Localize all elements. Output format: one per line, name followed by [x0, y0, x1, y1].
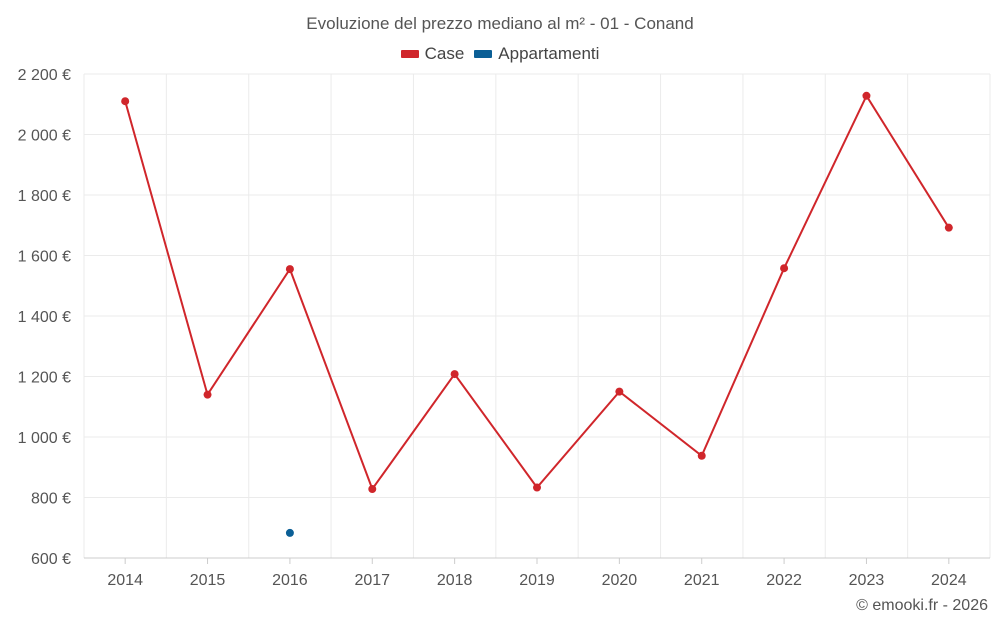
y-tick-label: 1 200 € [18, 370, 71, 387]
legend-item-case[interactable]: Case [400, 44, 465, 64]
x-tick-label: 2024 [931, 572, 967, 589]
data-point-case[interactable] [450, 370, 459, 379]
legend-label-case: Case [424, 44, 465, 63]
x-tick-label: 2016 [272, 572, 308, 589]
x-tick-label: 2018 [437, 572, 473, 589]
x-tick-label: 2014 [107, 572, 143, 589]
legend-swatch-case [400, 50, 419, 58]
legend-swatch-appartamenti [474, 50, 493, 58]
x-tick-label: 2022 [766, 572, 802, 589]
data-point-case[interactable] [203, 390, 212, 399]
data-point-appartamenti[interactable] [285, 528, 294, 537]
x-tick-label: 2023 [849, 572, 885, 589]
x-tick-label: 2020 [602, 572, 638, 589]
legend: Case Appartamenti [0, 44, 1000, 64]
data-point-case[interactable] [615, 387, 624, 396]
data-point-case[interactable] [862, 91, 871, 100]
x-tick-label: 2021 [684, 572, 720, 589]
y-tick-label: 2 000 € [18, 128, 71, 145]
data-point-case[interactable] [697, 451, 706, 460]
data-point-case[interactable] [121, 97, 130, 106]
data-point-case[interactable] [944, 223, 953, 232]
x-tick-label: 2017 [354, 572, 390, 589]
data-point-case[interactable] [285, 265, 294, 274]
y-tick-label: 1 800 € [18, 188, 71, 205]
data-point-case[interactable] [780, 264, 789, 273]
chart-title: Evoluzione del prezzo mediano al m² - 01… [306, 14, 694, 33]
y-tick-label: 1 000 € [18, 430, 71, 447]
y-tick-label: 800 € [31, 491, 71, 508]
y-tick-label: 1 400 € [18, 309, 71, 326]
x-tick-label: 2015 [190, 572, 226, 589]
y-tick-label: 2 200 € [18, 67, 71, 84]
data-point-case[interactable] [533, 483, 541, 492]
legend-item-appartamenti[interactable]: Appartamenti [474, 44, 599, 64]
legend-label-appartamenti: Appartamenti [498, 44, 600, 63]
x-tick-label: 2019 [519, 572, 555, 589]
data-point-case[interactable] [368, 485, 377, 494]
y-tick-label: 600 € [31, 551, 71, 568]
y-tick-label: 1 600 € [18, 249, 71, 266]
credit-text: © emooki.fr - 2026 [856, 597, 988, 614]
